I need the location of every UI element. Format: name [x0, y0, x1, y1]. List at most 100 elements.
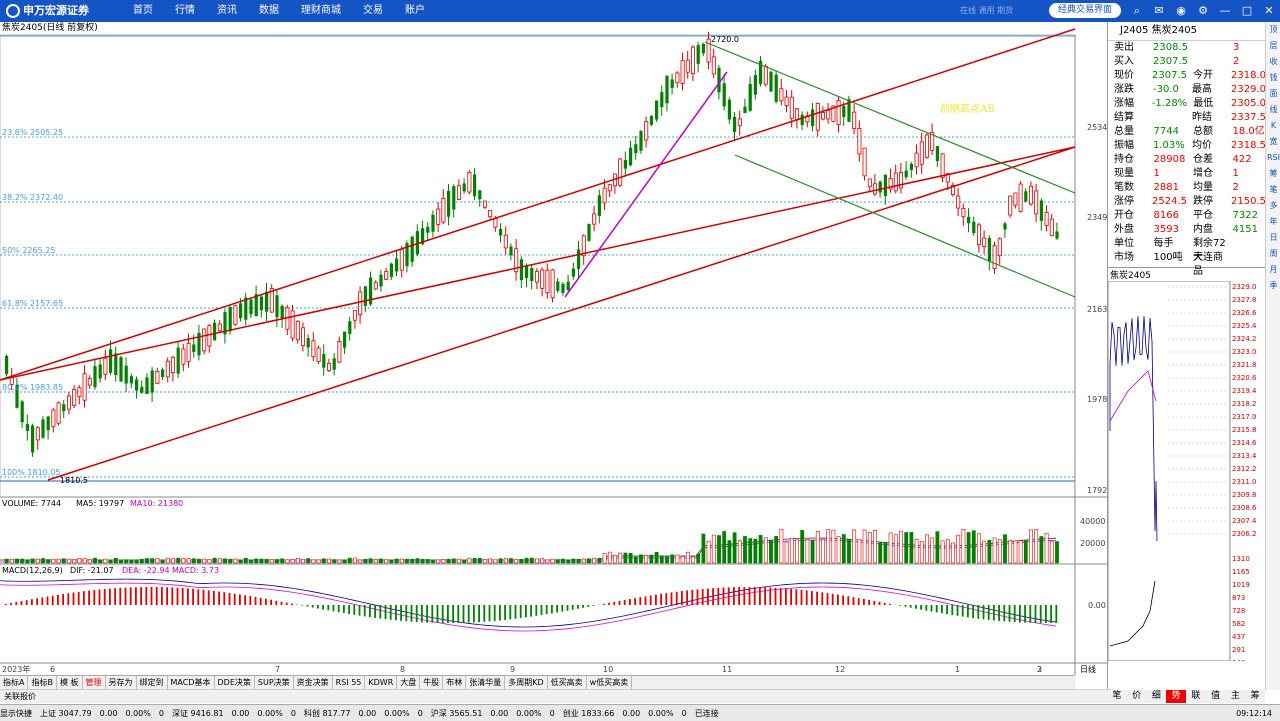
- indicator-tab[interactable]: 资金决策: [294, 676, 333, 689]
- quote-row-cell: [1227, 237, 1267, 251]
- indicator-tab[interactable]: 低买高卖: [548, 676, 587, 689]
- indicator-tab[interactable]: SUP决策: [255, 676, 294, 689]
- volume-bar: [88, 560, 91, 563]
- side-tool-icon[interactable]: K: [1266, 118, 1280, 134]
- quote-tab[interactable]: 势: [1166, 690, 1186, 703]
- mini-axis-label: 2313.4: [1232, 452, 1257, 460]
- side-tool-icon[interactable]: 季: [1266, 278, 1280, 294]
- macd-bar: [759, 587, 761, 605]
- menu-market[interactable]: 行情: [164, 0, 206, 22]
- macd-bar: [1019, 605, 1021, 622]
- settings-icon[interactable]: ⚙: [1195, 3, 1211, 19]
- side-tool-icon[interactable]: 多: [1266, 198, 1280, 214]
- buy-row-cell: 2307.5: [1147, 55, 1188, 69]
- side-tool-icon[interactable]: 线: [1266, 102, 1280, 118]
- side-tool-icon[interactable]: 周: [1266, 246, 1280, 262]
- candle-down: [62, 404, 65, 411]
- maximize-icon[interactable]: □: [1239, 3, 1255, 19]
- indicator-tab[interactable]: 模 板: [57, 676, 83, 689]
- date-axis-label: 9: [510, 665, 515, 674]
- indicator-tab[interactable]: 指标A: [0, 676, 28, 689]
- macd-bar: [447, 605, 449, 623]
- volume-bar: [483, 559, 486, 563]
- user-icon[interactable]: ◉: [1173, 3, 1189, 19]
- side-tool-icon[interactable]: 顶: [1266, 22, 1280, 38]
- volume-bar: [301, 559, 304, 563]
- volume-bar: [707, 541, 710, 563]
- fib-label: 61.8% 2157.65: [2, 299, 63, 308]
- menu-home[interactable]: 首页: [122, 0, 164, 22]
- indicator-tab[interactable]: 指标B: [28, 676, 57, 689]
- volume-bar: [556, 560, 559, 563]
- quote-tab[interactable]: 主: [1226, 690, 1246, 703]
- indicator-tab[interactable]: w低买高卖: [587, 676, 633, 689]
- search-icon[interactable]: ⌕: [1129, 3, 1145, 19]
- indicator-tab[interactable]: 布林: [443, 676, 466, 689]
- side-tool-icon[interactable]: 层: [1266, 38, 1280, 54]
- side-tool-icon[interactable]: 笔: [1266, 182, 1280, 198]
- classic-trade-button[interactable]: 经典交易界面: [1049, 3, 1121, 18]
- indicator-tab[interactable]: 大盘: [397, 676, 420, 689]
- candle-up: [1035, 191, 1038, 214]
- indicator-tab[interactable]: MACD基本: [168, 676, 215, 689]
- indicator-tab[interactable]: RSI 55: [333, 676, 366, 689]
- message-icon[interactable]: ✉: [1151, 3, 1167, 19]
- candle-up: [208, 326, 211, 346]
- menu-news[interactable]: 资讯: [206, 0, 248, 22]
- indicator-tab[interactable]: 牛股: [420, 676, 443, 689]
- volume-bar: [697, 554, 700, 563]
- side-tool-icon[interactable]: 面: [1266, 86, 1280, 102]
- indicator-tab[interactable]: 张清华量: [466, 676, 505, 689]
- indicator-tab[interactable]: KDWR: [365, 676, 397, 689]
- candle-up: [738, 119, 741, 126]
- indicator-tab[interactable]: 另存为: [106, 676, 137, 689]
- side-tool-icon[interactable]: 收: [1266, 54, 1280, 70]
- indicator-tab[interactable]: 绑定到: [137, 676, 168, 689]
- volume-bar: [1045, 533, 1048, 563]
- volume-bar: [275, 559, 278, 563]
- quote-tab[interactable]: 值: [1206, 690, 1226, 703]
- macd-bar: [327, 605, 329, 610]
- quote-tabs: 笔价细势联值主筹: [1107, 690, 1265, 703]
- macd-bar: [868, 600, 870, 605]
- macd-bar: [551, 605, 553, 613]
- candle-down: [322, 354, 325, 368]
- related-quote-link[interactable]: 关联报价: [0, 689, 1111, 703]
- status-item: 0: [291, 709, 296, 718]
- macd-bar: [681, 591, 683, 605]
- candle-down: [598, 195, 601, 215]
- side-tool-icon[interactable]: 筹: [1266, 166, 1280, 182]
- macd-bar: [463, 605, 465, 623]
- menu-wealth[interactable]: 理财商城: [290, 0, 352, 22]
- quote-tab[interactable]: 细: [1147, 690, 1167, 703]
- close-icon[interactable]: ✕: [1261, 3, 1277, 19]
- side-tool-icon[interactable]: RSI: [1266, 150, 1280, 166]
- intraday-mini-chart[interactable]: 2329.02327.82326.62325.42324.22323.02321…: [1108, 281, 1266, 661]
- side-tool-icon[interactable]: 月: [1266, 262, 1280, 278]
- volume-bar: [437, 560, 440, 563]
- side-tool-icon[interactable]: 日: [1266, 230, 1280, 246]
- indicator-tab[interactable]: DDE决策: [215, 676, 255, 689]
- status-item: 0.00: [232, 709, 250, 718]
- macd-bar: [816, 592, 818, 605]
- menu-data[interactable]: 数据: [248, 0, 290, 22]
- macd-bar: [639, 597, 641, 605]
- menu-trade[interactable]: 交易: [352, 0, 394, 22]
- indicator-tab[interactable]: 多周期KD: [505, 676, 547, 689]
- sell-row-cell: 卖出: [1108, 41, 1147, 55]
- side-tool-icon[interactable]: 宽: [1266, 134, 1280, 150]
- quote-row-cell: -1.28%: [1146, 97, 1187, 111]
- status-item[interactable]: 显示快捷: [0, 708, 32, 719]
- side-tool-icon[interactable]: 钱: [1266, 70, 1280, 86]
- quote-tab[interactable]: 价: [1127, 690, 1147, 703]
- quote-tab[interactable]: 筹: [1245, 690, 1265, 703]
- volume-bar: [364, 559, 367, 563]
- menu-account[interactable]: 账户: [394, 0, 436, 22]
- quote-tab[interactable]: 笔: [1107, 690, 1127, 703]
- indicator-tab[interactable]: 管理: [83, 676, 106, 689]
- quote-tab[interactable]: 联: [1186, 690, 1206, 703]
- minimize-icon[interactable]: —: [1217, 3, 1233, 19]
- side-tool-icon[interactable]: 年: [1266, 214, 1280, 230]
- macd-bar: [889, 604, 891, 605]
